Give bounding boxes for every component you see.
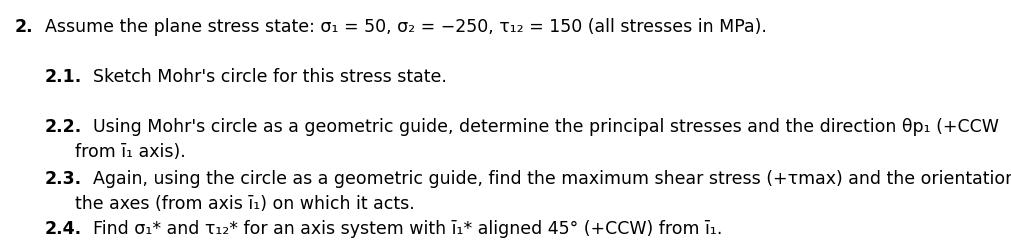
Text: Sketch Mohr's circle for this stress state.: Sketch Mohr's circle for this stress sta… [82, 68, 447, 86]
Text: from ī₁ axis).: from ī₁ axis). [75, 142, 186, 160]
Text: the axes (from axis ī₁) on which it acts.: the axes (from axis ī₁) on which it acts… [75, 194, 415, 212]
Text: 2.2.: 2.2. [45, 118, 82, 136]
Text: 2.1.: 2.1. [45, 68, 82, 86]
Text: 2.4.: 2.4. [45, 219, 82, 237]
Text: Using Mohr's circle as a geometric guide, determine the principal stresses and t: Using Mohr's circle as a geometric guide… [82, 118, 999, 136]
Text: 2.3.: 2.3. [45, 169, 82, 187]
Text: Assume the plane stress state: σ₁ = 50, σ₂ = −250, τ₁₂ = 150 (all stresses in MP: Assume the plane stress state: σ₁ = 50, … [33, 18, 766, 36]
Text: 2.: 2. [15, 18, 33, 36]
Text: Find σ₁* and τ₁₂* for an axis system with ī₁* aligned 45° (+CCW) from ī₁.: Find σ₁* and τ₁₂* for an axis system wit… [82, 219, 723, 237]
Text: Again, using the circle as a geometric guide, find the maximum shear stress (+τm: Again, using the circle as a geometric g… [82, 169, 1011, 187]
